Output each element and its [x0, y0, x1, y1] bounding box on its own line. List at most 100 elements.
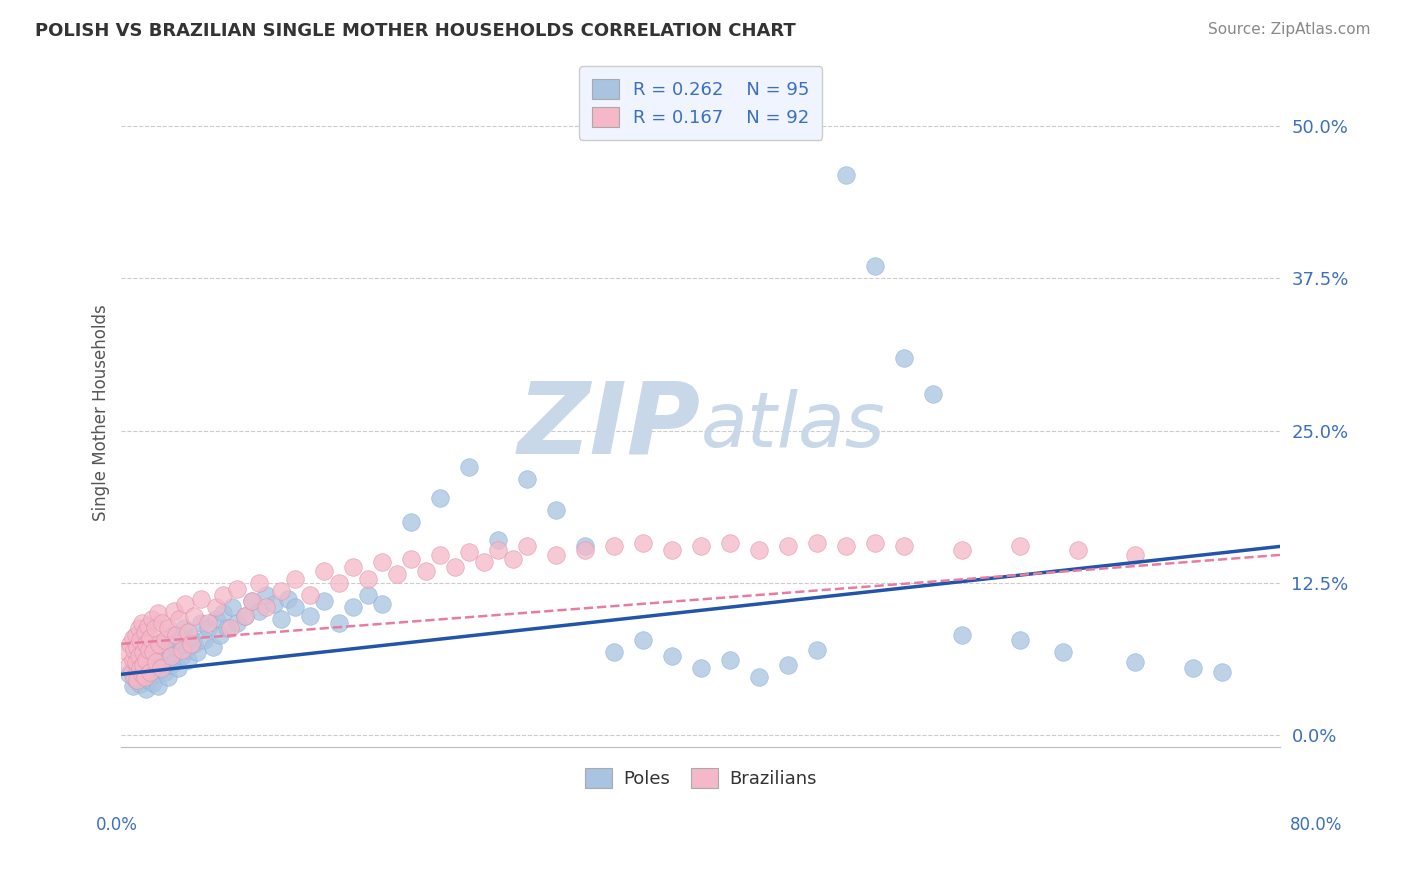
Point [718, 653, 741, 667]
Legend: Poles, Brazilians: Poles, Brazilians [578, 761, 824, 796]
Point [132, 645, 155, 659]
Point [399, 515, 422, 529]
Point [160, 628, 183, 642]
Point [136, 618, 159, 632]
Point [190, 591, 212, 606]
Point [328, 616, 350, 631]
Point [415, 564, 437, 578]
Point [603, 645, 626, 659]
Point [661, 543, 683, 558]
Point [1211, 665, 1233, 679]
Point [486, 543, 509, 558]
Point [149, 661, 172, 675]
Point [314, 564, 336, 578]
Point [298, 608, 321, 623]
Point [134, 624, 156, 639]
Point [219, 621, 242, 635]
Point [208, 628, 231, 642]
Point [166, 640, 188, 655]
Point [689, 661, 711, 675]
Point [314, 594, 336, 608]
Point [217, 621, 239, 635]
Point [603, 540, 626, 554]
Point [127, 673, 149, 688]
Point [169, 612, 191, 626]
Point [128, 670, 150, 684]
Point [141, 612, 163, 626]
Point [631, 633, 654, 648]
Point [156, 621, 179, 635]
Point [125, 661, 148, 675]
Point [156, 670, 179, 684]
Point [1008, 540, 1031, 554]
Point [342, 600, 364, 615]
Point [574, 543, 596, 558]
Point [371, 555, 394, 569]
Point [429, 548, 451, 562]
Point [221, 600, 243, 615]
Point [180, 637, 202, 651]
Point [167, 661, 190, 675]
Point [131, 667, 153, 681]
Point [516, 472, 538, 486]
Point [197, 616, 219, 631]
Point [177, 624, 200, 639]
Point [342, 560, 364, 574]
Point [139, 631, 162, 645]
Point [131, 616, 153, 631]
Point [254, 600, 277, 615]
Point [128, 621, 150, 635]
Point [486, 533, 509, 548]
Point [159, 657, 181, 672]
Text: atlas: atlas [700, 389, 886, 463]
Point [155, 643, 177, 657]
Point [247, 604, 270, 618]
Point [950, 543, 973, 558]
Point [132, 648, 155, 663]
Point [183, 608, 205, 623]
Point [135, 637, 157, 651]
Point [502, 551, 524, 566]
Point [142, 675, 165, 690]
Point [121, 665, 143, 679]
Point [143, 657, 166, 672]
Text: ZIP: ZIP [517, 377, 700, 475]
Point [150, 616, 173, 631]
Point [443, 560, 465, 574]
Point [136, 673, 159, 688]
Point [146, 645, 169, 659]
Point [270, 584, 292, 599]
Point [193, 633, 215, 648]
Point [149, 661, 172, 675]
Point [1008, 633, 1031, 648]
Text: POLISH VS BRAZILIAN SINGLE MOTHER HOUSEHOLDS CORRELATION CHART: POLISH VS BRAZILIAN SINGLE MOTHER HOUSEH… [35, 22, 796, 40]
Text: Source: ZipAtlas.com: Source: ZipAtlas.com [1208, 22, 1371, 37]
Point [115, 645, 138, 659]
Point [776, 657, 799, 672]
Point [172, 643, 194, 657]
Point [153, 633, 176, 648]
Point [141, 661, 163, 675]
Point [146, 680, 169, 694]
Point [544, 503, 567, 517]
Point [125, 673, 148, 688]
Point [125, 655, 148, 669]
Point [806, 535, 828, 549]
Point [139, 670, 162, 684]
Point [134, 670, 156, 684]
Point [1125, 655, 1147, 669]
Point [138, 655, 160, 669]
Point [254, 588, 277, 602]
Point [132, 657, 155, 672]
Point [136, 643, 159, 657]
Point [211, 607, 233, 621]
Point [472, 555, 495, 569]
Point [385, 567, 408, 582]
Point [177, 653, 200, 667]
Point [1182, 661, 1205, 675]
Point [1052, 645, 1074, 659]
Point [145, 655, 167, 669]
Point [135, 661, 157, 675]
Point [148, 653, 170, 667]
Point [124, 643, 146, 657]
